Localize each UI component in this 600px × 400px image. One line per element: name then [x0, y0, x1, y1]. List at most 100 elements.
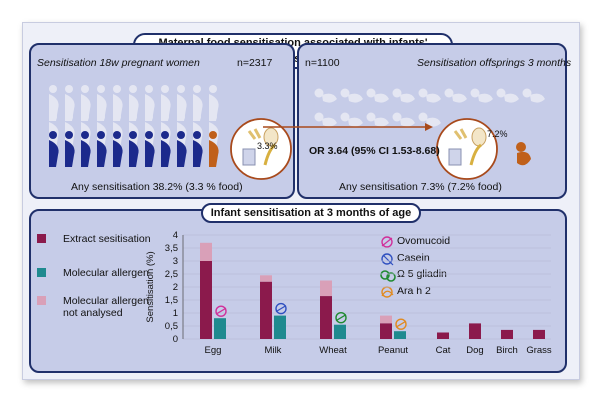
woman-silhouette	[81, 131, 91, 167]
maternal-panel: Sensitisation 18w pregnant women n=2317 …	[29, 43, 295, 199]
baby-silhouette	[392, 88, 415, 103]
x-tick-label: Egg	[205, 345, 222, 356]
casein-icon	[381, 253, 394, 266]
gliadin-icon	[335, 312, 347, 324]
baby-silhouette	[418, 112, 441, 127]
y-tick-label: 4	[173, 230, 178, 241]
woman-silhouette	[145, 131, 155, 167]
infant-sensitisation-panel	[29, 209, 567, 373]
component-legend	[380, 236, 396, 298]
x-tick-label: Milk	[265, 345, 282, 356]
bar-not-analysed	[200, 242, 212, 261]
milk-icon	[448, 148, 462, 166]
egg-icon	[263, 127, 279, 147]
ovomucoid-icon	[215, 307, 227, 315]
woman-silhouette	[65, 131, 75, 167]
legend-swatch-extract	[37, 234, 46, 243]
bar-extract	[320, 296, 332, 339]
y-axis-label: Sensitisation (%)	[145, 251, 156, 322]
x-tick-label: Peanut	[378, 345, 408, 356]
ovomucoid-icon	[381, 236, 393, 248]
x-tick-label: Grass	[526, 345, 552, 356]
y-tick-label: 0,5	[165, 321, 178, 332]
infant-heading: Sensitisation offsprings 3 months	[417, 57, 572, 69]
bar-extract	[501, 329, 513, 339]
woman-silhouette	[129, 131, 139, 167]
x-tick-label: Cat	[436, 345, 451, 356]
odds-ratio: OR 3.64 (95% CI 1.53-8.68)	[309, 145, 440, 157]
peanut-icon	[453, 128, 468, 140]
x-tick-label: Wheat	[319, 345, 347, 356]
bar-extract	[200, 261, 212, 339]
sensitisation-bar-chart: 0 0,5 1 1,5 2 2,5 3 3,5 4 Sensitisation (%) Egg Mil…	[145, 230, 552, 356]
bar-extract	[469, 323, 481, 339]
baby-silhouette	[444, 88, 467, 103]
woman-silhouette	[113, 131, 123, 167]
baby-silhouette	[522, 88, 545, 103]
maternal-n: n=2317	[237, 57, 273, 69]
bar-molecular	[334, 324, 346, 339]
baby-silhouette	[366, 88, 389, 103]
legend-label-not-analysed-2: not analysed	[63, 307, 123, 319]
ara-h2-icon	[395, 320, 407, 328]
women-silhouettes	[49, 85, 292, 180]
baby-silhouette	[340, 88, 363, 103]
bar-molecular	[274, 315, 286, 339]
baby-silhouette	[496, 88, 519, 103]
y-tick-label: 0	[173, 334, 178, 345]
y-tick-label: 3,5	[165, 243, 178, 254]
bottom-title: Infant sensitisation at 3 months of age	[201, 203, 421, 223]
legend-label-extract: Extract sesitisation	[63, 233, 151, 245]
infant-n: n=1100	[305, 57, 340, 69]
y-tick-label: 2	[173, 282, 178, 293]
ovomucoid-icon	[215, 305, 227, 317]
baby-silhouette	[366, 112, 389, 127]
maternal-heading: Sensitisation 18w pregnant women	[37, 57, 200, 69]
legend-swatch-not-analysed	[37, 296, 46, 305]
infant-highlight-body	[517, 151, 531, 166]
y-tick-label: 3	[173, 256, 178, 267]
woman-silhouette	[161, 85, 171, 121]
y-tick-label: 1,5	[165, 295, 178, 306]
bar-extract	[437, 332, 449, 339]
bar-not-analysed	[380, 315, 392, 324]
y-tick-label: 1	[173, 308, 178, 319]
y-tick-label: 2,5	[165, 269, 178, 280]
casein-icon	[275, 305, 287, 313]
pregnant-women-icons	[49, 85, 292, 180]
maternal-footer: Any sensitisation 38.2% (3.3 % food)	[71, 181, 243, 193]
baby-silhouette	[314, 88, 337, 103]
woman-silhouette	[209, 131, 219, 167]
bar-extract	[533, 329, 545, 339]
woman-silhouette	[193, 131, 203, 167]
gliadin-icon	[335, 314, 347, 322]
infant-panel: n=1100 Sensitisation offsprings 3 months…	[297, 43, 571, 199]
baby-silhouette	[418, 88, 441, 103]
ara-h2-icon	[395, 318, 407, 330]
infant-highlight-head	[516, 142, 526, 152]
bar-not-analysed	[320, 280, 332, 297]
baby-silhouette	[470, 88, 493, 103]
x-tick-label: Dog	[466, 345, 483, 356]
bar-extract	[380, 323, 392, 339]
bar-not-analysed	[260, 275, 272, 282]
infant-icons	[314, 88, 545, 180]
x-tick-label: Birch	[496, 345, 518, 356]
peanut-icon	[247, 128, 262, 140]
infant-percentage: 7.2%	[487, 129, 508, 139]
legend-swatch-molecular	[37, 268, 46, 277]
milk-icon	[242, 148, 256, 166]
baby-silhouette	[392, 112, 415, 127]
bar-molecular	[214, 318, 226, 339]
baby-silhouettes	[314, 88, 545, 180]
figure-frame: Maternal food sensitisation associated w…	[22, 22, 580, 380]
wheat-icon	[469, 143, 482, 166]
baby-silhouette	[340, 112, 363, 127]
component-label-ara-h2: Ara h 2	[397, 285, 431, 297]
woman-silhouette	[161, 131, 171, 167]
infant-footer: Any sensitisation 7.3% (7.2% food)	[339, 181, 502, 193]
woman-silhouette	[49, 131, 59, 167]
woman-silhouette	[177, 131, 187, 167]
maternal-percentage: 3.3%	[257, 141, 278, 151]
wheat-icon	[263, 143, 276, 166]
